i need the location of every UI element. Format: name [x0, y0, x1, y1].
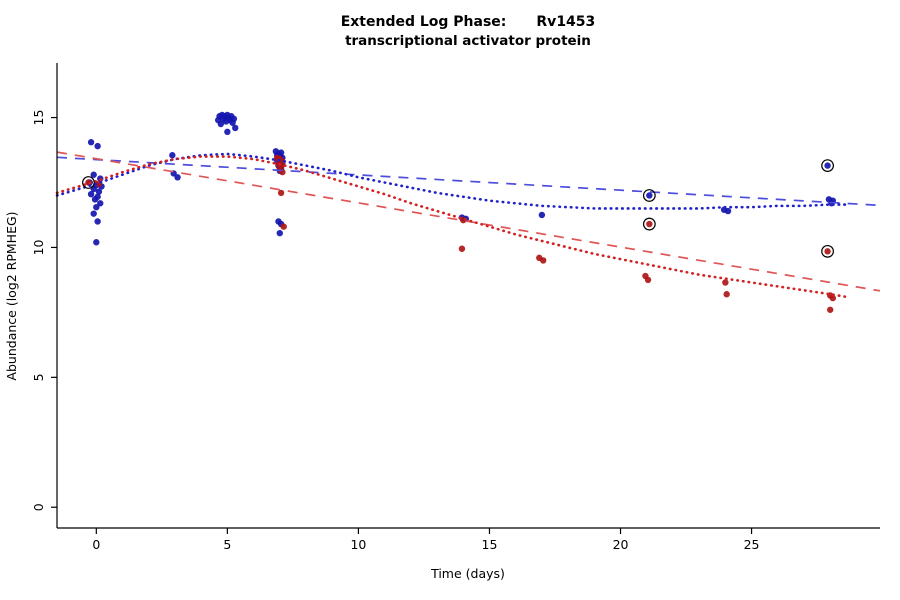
- y-tick-label: 15: [31, 110, 46, 126]
- blue-data-point: [538, 211, 546, 219]
- blue-linear-fit: [56, 156, 881, 207]
- red-loess-fit: [55, 155, 848, 299]
- blue-data-point: [174, 174, 181, 181]
- blue-data-point: [217, 120, 225, 128]
- highlight-ring: [821, 244, 834, 258]
- y-tick-label: 10: [31, 239, 46, 255]
- y-tick-label: 0: [31, 503, 46, 511]
- red-data-point: [722, 279, 729, 286]
- red-data-point: [539, 257, 547, 264]
- blue-data-point: [230, 115, 238, 123]
- x-tick-label: 15: [482, 537, 498, 552]
- chart-subtitle: transcriptional activator protein: [345, 33, 591, 49]
- red-data-point: [277, 189, 285, 197]
- blue-data-point: [91, 196, 99, 203]
- red-data-point: [644, 276, 652, 284]
- blue-data-point: [90, 171, 97, 178]
- x-tick-label: 5: [223, 537, 231, 552]
- y-tick-label: 5: [31, 373, 46, 381]
- blue-data-point: [97, 200, 104, 207]
- x-tick-label: 0: [92, 537, 100, 552]
- red-data-point: [646, 220, 653, 228]
- blue-data-point: [95, 188, 103, 195]
- x-axis-label: Time (days): [430, 566, 505, 581]
- x-tick-label: 10: [350, 537, 366, 552]
- blue-data-point: [93, 203, 100, 211]
- blue-data-point: [232, 124, 239, 132]
- blue-data-point: [824, 162, 831, 169]
- series-layer: [55, 111, 881, 313]
- blue-data-point: [87, 139, 95, 146]
- blue-data-point: [94, 142, 101, 150]
- red-data-point: [829, 294, 837, 302]
- red-data-point: [723, 291, 730, 298]
- highlight-ring: [821, 159, 834, 173]
- blue-data-point: [276, 229, 283, 237]
- labels: Extended Log Phase: Rv1453 transcriptiona…: [4, 14, 595, 581]
- chart-title: Extended Log Phase: Rv1453: [341, 14, 596, 30]
- blue-loess-fit: [55, 152, 848, 210]
- red-data-point: [827, 306, 834, 313]
- highlight-ring: [82, 176, 95, 189]
- highlight-ring: [642, 189, 656, 202]
- blue-data-point: [94, 218, 101, 225]
- red-data-point: [458, 245, 466, 252]
- red-data-point: [280, 223, 287, 230]
- highlight-ring: [642, 217, 656, 231]
- blue-data-point: [646, 192, 653, 199]
- chart-title-prefix: Extended Log Phase:: [341, 14, 507, 30]
- blue-data-point: [169, 152, 176, 159]
- x-tick-label: 20: [613, 537, 629, 552]
- y-axis-label: Abundance (log2 RPMHEG): [4, 211, 19, 380]
- chart-title-gene: Rv1453: [536, 14, 595, 30]
- blue-data-point: [93, 239, 100, 246]
- blue-data-point: [87, 190, 95, 198]
- x-tick-label: 25: [744, 537, 760, 552]
- red-linear-fit: [56, 151, 881, 292]
- blue-data-point: [277, 149, 285, 156]
- blue-data-point: [724, 207, 732, 215]
- blue-data-point: [224, 128, 231, 136]
- axes: 0 5 10 15 20 25 0 5 10 15: [31, 63, 880, 552]
- blue-data-point: [90, 210, 97, 217]
- red-data-point: [824, 248, 831, 255]
